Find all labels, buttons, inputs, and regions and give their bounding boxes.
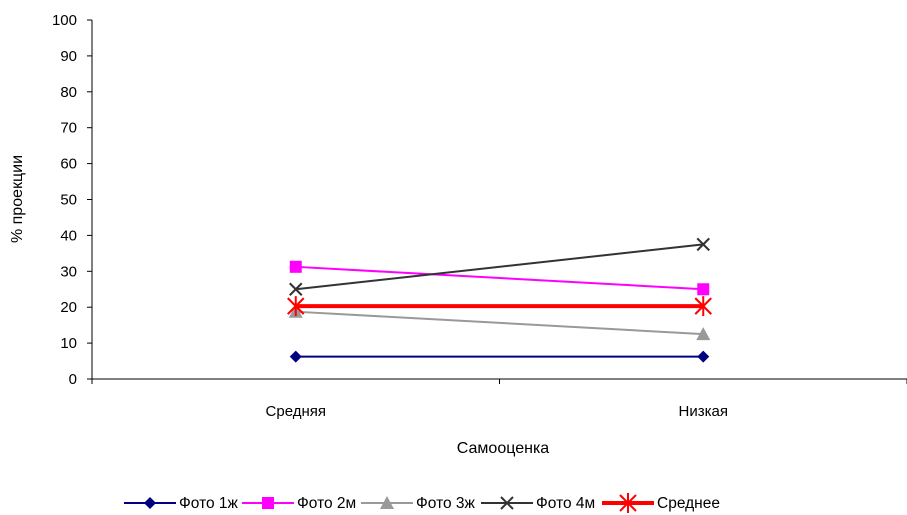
legend-item: Фото 2м [242, 495, 356, 512]
series-layer [287, 237, 712, 363]
legend-item: Фото 4м [481, 495, 595, 512]
x-tick-label: Низкая [679, 403, 728, 420]
data-point [694, 296, 712, 317]
y-tick-label: 100 [52, 12, 77, 29]
y-tick-label: 30 [60, 263, 77, 280]
series-line [295, 243, 704, 291]
legend-marker [500, 496, 514, 510]
data-point [696, 237, 710, 252]
legend-marker [144, 497, 156, 509]
y-axis-title: % проекции [9, 155, 26, 243]
y-tick-label: 40 [60, 227, 77, 244]
y-tick-label: 50 [60, 192, 77, 209]
series-1 [289, 350, 710, 363]
legend-item: Фото 3ж [361, 495, 476, 512]
series-2 [289, 260, 710, 296]
data-point [289, 282, 303, 296]
data-point [696, 327, 711, 341]
x-axis: Средняя Низкая [91, 378, 907, 420]
data-point [289, 350, 302, 363]
legend-item: Среднее [602, 493, 720, 513]
data-point [287, 296, 305, 317]
y-tick-label: 70 [60, 120, 77, 137]
legend-marker [262, 497, 274, 509]
legend: Фото 1ж Фото 2м Фото 3ж Фото 4м Среднее [124, 493, 720, 513]
series-line [295, 310, 704, 336]
x-axis-title: Самооценка [457, 440, 550, 457]
legend-label: Фото 1ж [179, 495, 239, 512]
legend-marker [619, 493, 637, 513]
legend-label: Фото 2м [297, 495, 356, 512]
data-point [289, 260, 302, 273]
y-tick-label: 20 [60, 299, 77, 316]
series-4 [289, 237, 710, 296]
legend-label: Среднее [657, 495, 720, 512]
y-tick-label: 60 [60, 156, 77, 173]
y-tick-label: 10 [60, 335, 77, 352]
x-tick-label: Средняя [266, 403, 326, 420]
data-point [697, 350, 710, 363]
data-point [697, 283, 710, 296]
y-tick-label: 80 [60, 84, 77, 101]
series-line [295, 265, 704, 291]
y-axis: 0 10 20 30 40 50 60 70 80 90 100 [52, 12, 93, 388]
series-3 [288, 304, 711, 341]
y-tick-label: 90 [60, 48, 77, 65]
legend-item: Фото 1ж [124, 495, 239, 512]
legend-marker [380, 496, 394, 509]
legend-label: Фото 3ж [416, 495, 476, 512]
legend-label: Фото 4м [536, 495, 595, 512]
series-5 [287, 296, 712, 317]
y-tick-label: 0 [69, 371, 77, 388]
